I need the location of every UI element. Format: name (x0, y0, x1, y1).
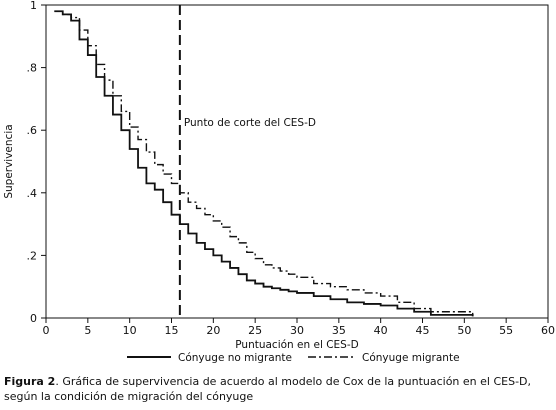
x-axis-label: Puntuación en el CES-D (235, 339, 358, 351)
legend-label-no-migrante: Cónyuge no migrante (178, 352, 292, 364)
series-no-migrante-line (54, 10, 474, 317)
x-tick-label: 55 (499, 324, 513, 337)
y-tick-label: .2 (27, 249, 38, 262)
y-axis: 0 .2 .4 .6 .8 1 (27, 0, 46, 325)
x-tick-label: 60 (541, 324, 555, 337)
caption-text: . Gráfica de supervivencia de acuerdo al… (4, 375, 532, 403)
plot-area: 0 5 10 15 20 25 30 35 40 45 50 55 60 0 .2 .4 .6 .8 1 Punt… (27, 0, 556, 337)
y-tick-label: 0 (30, 312, 37, 325)
legend: Cónyuge no migrante Cónyuge migrante (127, 352, 460, 364)
plot-frame (45, 4, 549, 319)
legend-label-migrante: Cónyuge migrante (362, 352, 460, 364)
x-tick-label: 35 (332, 324, 346, 337)
y-tick-label: .6 (27, 124, 38, 137)
x-axis: 0 5 10 15 20 25 30 35 40 45 50 55 60 (43, 318, 555, 337)
x-tick-label: 50 (457, 324, 471, 337)
x-tick-label: 15 (165, 324, 179, 337)
y-tick-label: .4 (27, 187, 38, 200)
series-layer (54, 10, 474, 317)
caption-label: Figura 2 (4, 375, 56, 388)
x-tick-label: 40 (374, 324, 388, 337)
series-migrante-line (54, 10, 474, 315)
y-tick-label: .8 (27, 62, 38, 75)
y-tick-label: 1 (30, 0, 37, 12)
x-tick-label: 5 (84, 324, 91, 337)
cutoff-annotation: Punto de corte del CES-D (184, 117, 316, 129)
x-tick-label: 10 (123, 324, 137, 337)
survival-chart: 0 5 10 15 20 25 30 35 40 45 50 55 60 0 .2 .4 .6 .8 1 Punt… (3, 0, 556, 364)
x-tick-label: 45 (416, 324, 430, 337)
x-tick-label: 0 (43, 324, 50, 337)
x-tick-label: 25 (248, 324, 262, 337)
y-axis-label: Supervivencia (3, 124, 15, 198)
x-tick-label: 30 (290, 324, 304, 337)
x-tick-label: 20 (206, 324, 220, 337)
figure-caption: Figura 2. Gráfica de supervivencia de ac… (4, 374, 552, 404)
